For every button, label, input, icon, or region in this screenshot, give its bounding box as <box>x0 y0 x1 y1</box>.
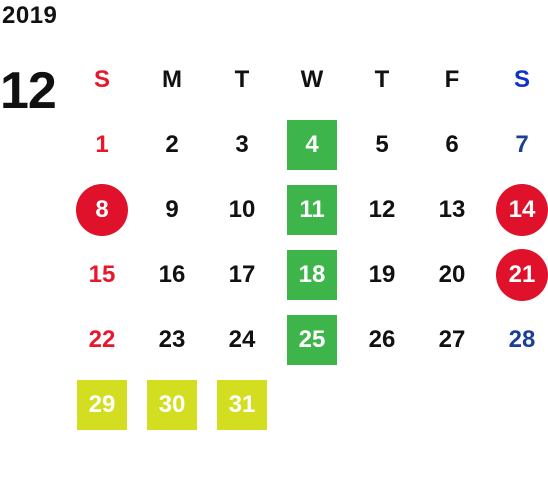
day-number: 5 <box>375 130 389 158</box>
day-number-year-end: 29 <box>77 379 127 430</box>
day-cell[interactable]: 4 <box>277 112 347 177</box>
weekday-header-sun: S <box>93 65 110 93</box>
day-number-highlighted: 18 <box>287 249 337 300</box>
day-cell[interactable]: 5 <box>347 112 417 177</box>
day-number: 2 <box>165 130 179 158</box>
empty-cell <box>347 372 417 437</box>
day-cell[interactable]: 20 <box>417 242 487 307</box>
day-cell[interactable]: 8 <box>67 177 137 242</box>
day-cell[interactable]: 30 <box>137 372 207 437</box>
week-row: 22 23 24 25 26 27 28 <box>67 307 548 372</box>
empty-cell <box>277 372 347 437</box>
day-number: 22 <box>88 325 116 353</box>
month-number: 12 <box>0 62 57 120</box>
calendar-grid: S M T W T F S 1 2 3 4 5 6 7 8 9 10 11 12… <box>67 47 548 437</box>
weekday-header-row: S M T W T F S <box>67 47 548 112</box>
day-cell[interactable]: 3 <box>207 112 277 177</box>
weekday-header-fri: F <box>444 65 460 93</box>
day-number: 12 <box>368 195 396 223</box>
day-number-year-end: 30 <box>147 379 197 430</box>
day-cell[interactable]: 9 <box>137 177 207 242</box>
day-number: 9 <box>165 195 179 223</box>
day-cell[interactable]: 26 <box>347 307 417 372</box>
day-cell[interactable]: 15 <box>67 242 137 307</box>
week-row: 29 30 31 <box>67 372 548 437</box>
day-number: 28 <box>508 325 536 353</box>
day-number-year-end: 31 <box>217 379 267 430</box>
day-number-highlighted: 4 <box>287 119 337 170</box>
day-cell[interactable]: 13 <box>417 177 487 242</box>
day-cell[interactable]: 1 <box>67 112 137 177</box>
day-number: 16 <box>158 260 186 288</box>
weekday-header-wed: W <box>300 65 324 93</box>
day-number: 23 <box>158 325 186 353</box>
weekday-header-mon: M <box>162 65 182 93</box>
day-number: 17 <box>228 260 256 288</box>
day-cell[interactable]: 6 <box>417 112 487 177</box>
day-number: 19 <box>368 260 396 288</box>
day-number-holiday: 14 <box>496 183 548 236</box>
day-cell[interactable]: 17 <box>207 242 277 307</box>
day-cell[interactable]: 18 <box>277 242 347 307</box>
day-number-highlighted: 25 <box>287 314 337 365</box>
day-cell[interactable]: 10 <box>207 177 277 242</box>
day-cell[interactable]: 7 <box>487 112 548 177</box>
day-cell[interactable]: 16 <box>137 242 207 307</box>
weekday-header-sat: S <box>513 65 530 93</box>
day-cell[interactable]: 27 <box>417 307 487 372</box>
empty-cell <box>417 372 487 437</box>
day-cell[interactable]: 25 <box>277 307 347 372</box>
day-cell[interactable]: 24 <box>207 307 277 372</box>
day-cell[interactable]: 29 <box>67 372 137 437</box>
day-cell[interactable]: 14 <box>487 177 548 242</box>
day-number: 27 <box>438 325 466 353</box>
day-number: 24 <box>228 325 256 353</box>
year-label: 2019 <box>2 2 58 29</box>
day-number: 10 <box>228 195 256 223</box>
day-number: 6 <box>445 130 459 158</box>
day-cell[interactable]: 2 <box>137 112 207 177</box>
day-cell[interactable]: 23 <box>137 307 207 372</box>
week-row: 15 16 17 18 19 20 21 <box>67 242 548 307</box>
empty-cell <box>487 372 548 437</box>
day-cell[interactable]: 11 <box>277 177 347 242</box>
day-cell[interactable]: 31 <box>207 372 277 437</box>
day-number: 15 <box>88 260 116 288</box>
day-number: 3 <box>235 130 249 158</box>
week-row: 1 2 3 4 5 6 7 <box>67 112 548 177</box>
day-number: 26 <box>368 325 396 353</box>
day-number: 7 <box>515 130 529 158</box>
day-number: 13 <box>438 195 466 223</box>
day-number-holiday: 8 <box>76 183 128 236</box>
day-number-holiday: 21 <box>496 248 548 301</box>
day-cell[interactable]: 21 <box>487 242 548 307</box>
weekday-header-tue: T <box>234 65 250 93</box>
day-number-highlighted: 11 <box>287 184 337 235</box>
day-cell[interactable]: 22 <box>67 307 137 372</box>
day-number: 20 <box>438 260 466 288</box>
day-cell[interactable]: 12 <box>347 177 417 242</box>
day-cell[interactable]: 19 <box>347 242 417 307</box>
weekday-header-thu: T <box>374 65 390 93</box>
week-row: 8 9 10 11 12 13 14 <box>67 177 548 242</box>
day-number: 1 <box>95 130 109 158</box>
day-cell[interactable]: 28 <box>487 307 548 372</box>
